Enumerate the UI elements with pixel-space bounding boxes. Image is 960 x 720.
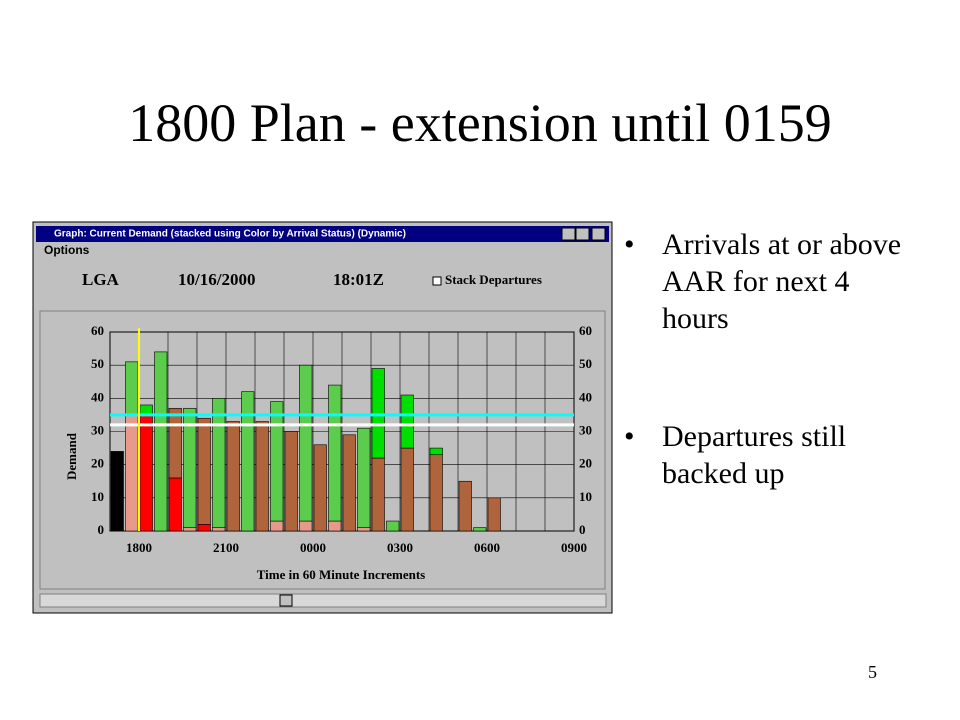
bar-segment bbox=[255, 421, 269, 532]
y-tick-label: 10 bbox=[579, 489, 592, 504]
bar-segment bbox=[197, 417, 211, 525]
airport: LGA bbox=[82, 270, 120, 289]
maximize-button[interactable] bbox=[575, 227, 590, 241]
bar-segment bbox=[299, 364, 313, 522]
date: 10/16/2000 bbox=[178, 270, 255, 289]
bar-segment bbox=[154, 351, 168, 532]
bar-segment bbox=[313, 444, 327, 532]
bar-segment bbox=[168, 477, 182, 532]
bullet: • Arrivals at or above AAR for next 4 hou… bbox=[624, 228, 902, 335]
bar-segment bbox=[212, 398, 226, 528]
y-axis-label: Demand bbox=[64, 432, 79, 480]
scrollbar[interactable] bbox=[39, 593, 607, 608]
bar-segment bbox=[197, 524, 211, 532]
x-tick-label: 1800 bbox=[126, 540, 152, 555]
y-tick-label: 60 bbox=[91, 323, 104, 338]
time: 18:01Z bbox=[333, 270, 384, 289]
bar-segment bbox=[328, 384, 342, 522]
x-axis-label: Time in 60 Minute Increments bbox=[257, 567, 426, 582]
scroll-thumb[interactable] bbox=[279, 594, 293, 607]
y-tick-label: 50 bbox=[91, 356, 104, 371]
bar-segment bbox=[371, 368, 385, 459]
bar-segment bbox=[473, 527, 487, 532]
bar-segment bbox=[139, 414, 153, 532]
bar-segment bbox=[125, 414, 139, 532]
y-tick-label: 10 bbox=[91, 489, 104, 504]
minimize-button[interactable] bbox=[561, 227, 576, 241]
bar-segment bbox=[270, 401, 284, 522]
bullet-text: Departures still backed up bbox=[662, 420, 847, 490]
bar-segment bbox=[183, 527, 197, 532]
x-tick-label: 2100 bbox=[213, 540, 239, 555]
bar-segment bbox=[183, 407, 197, 528]
title-bar bbox=[36, 226, 609, 242]
y-tick-label: 30 bbox=[91, 422, 104, 437]
window-title: Graph: Current Demand (stacked using Col… bbox=[54, 229, 406, 240]
bar-segment bbox=[371, 457, 385, 532]
x-tick-label: 0600 bbox=[474, 540, 500, 555]
window-buttons[interactable] bbox=[561, 227, 606, 241]
bar-segment bbox=[400, 447, 414, 532]
bar-segment bbox=[212, 527, 226, 532]
bar-segment bbox=[168, 407, 182, 479]
bar-segment bbox=[429, 447, 443, 456]
y-tick-label: 20 bbox=[579, 456, 592, 471]
bar-segment bbox=[342, 434, 356, 532]
y-tick-label: 50 bbox=[579, 356, 592, 371]
bar-segment bbox=[487, 497, 501, 532]
checkbox[interactable] bbox=[432, 276, 442, 286]
x-tick-label: 0000 bbox=[300, 540, 326, 555]
x-tick-label: 0900 bbox=[561, 540, 587, 555]
y-tick-label: 30 bbox=[579, 422, 592, 437]
bar-segment bbox=[270, 520, 284, 532]
bar-segment bbox=[400, 394, 414, 449]
y-tick-label: 40 bbox=[579, 389, 592, 404]
bar-segment bbox=[429, 454, 443, 532]
checkbox-label[interactable]: Stack Departures bbox=[445, 272, 542, 287]
bar-segment bbox=[299, 520, 313, 532]
slide-title: 1800 Plan - extension until 0159 bbox=[128, 93, 832, 153]
y-tick-label: 0 bbox=[579, 522, 586, 537]
page-number: 5 bbox=[868, 662, 877, 682]
bar-segment bbox=[125, 361, 139, 416]
bar-segment bbox=[241, 391, 255, 532]
bar-segment bbox=[284, 431, 298, 532]
bar-segment bbox=[357, 427, 371, 528]
y-tick-label: 40 bbox=[91, 389, 104, 404]
bar-segment bbox=[110, 451, 124, 532]
y-tick-label: 60 bbox=[579, 323, 592, 338]
y-tick-label: 0 bbox=[98, 522, 105, 537]
y-tick-label: 20 bbox=[91, 456, 104, 471]
bar-segment bbox=[357, 527, 371, 532]
bar-segment bbox=[386, 520, 400, 532]
x-tick-label: 0300 bbox=[387, 540, 413, 555]
menu-item[interactable]: Options bbox=[44, 243, 90, 257]
bullet: • Departures still backed up bbox=[624, 420, 847, 490]
bar-segment bbox=[458, 480, 472, 532]
bar-segment bbox=[226, 421, 240, 532]
bullet-text: Arrivals at or above AAR for next 4 hour… bbox=[662, 228, 902, 335]
bar-segment bbox=[328, 520, 342, 532]
close-button[interactable] bbox=[591, 227, 606, 241]
